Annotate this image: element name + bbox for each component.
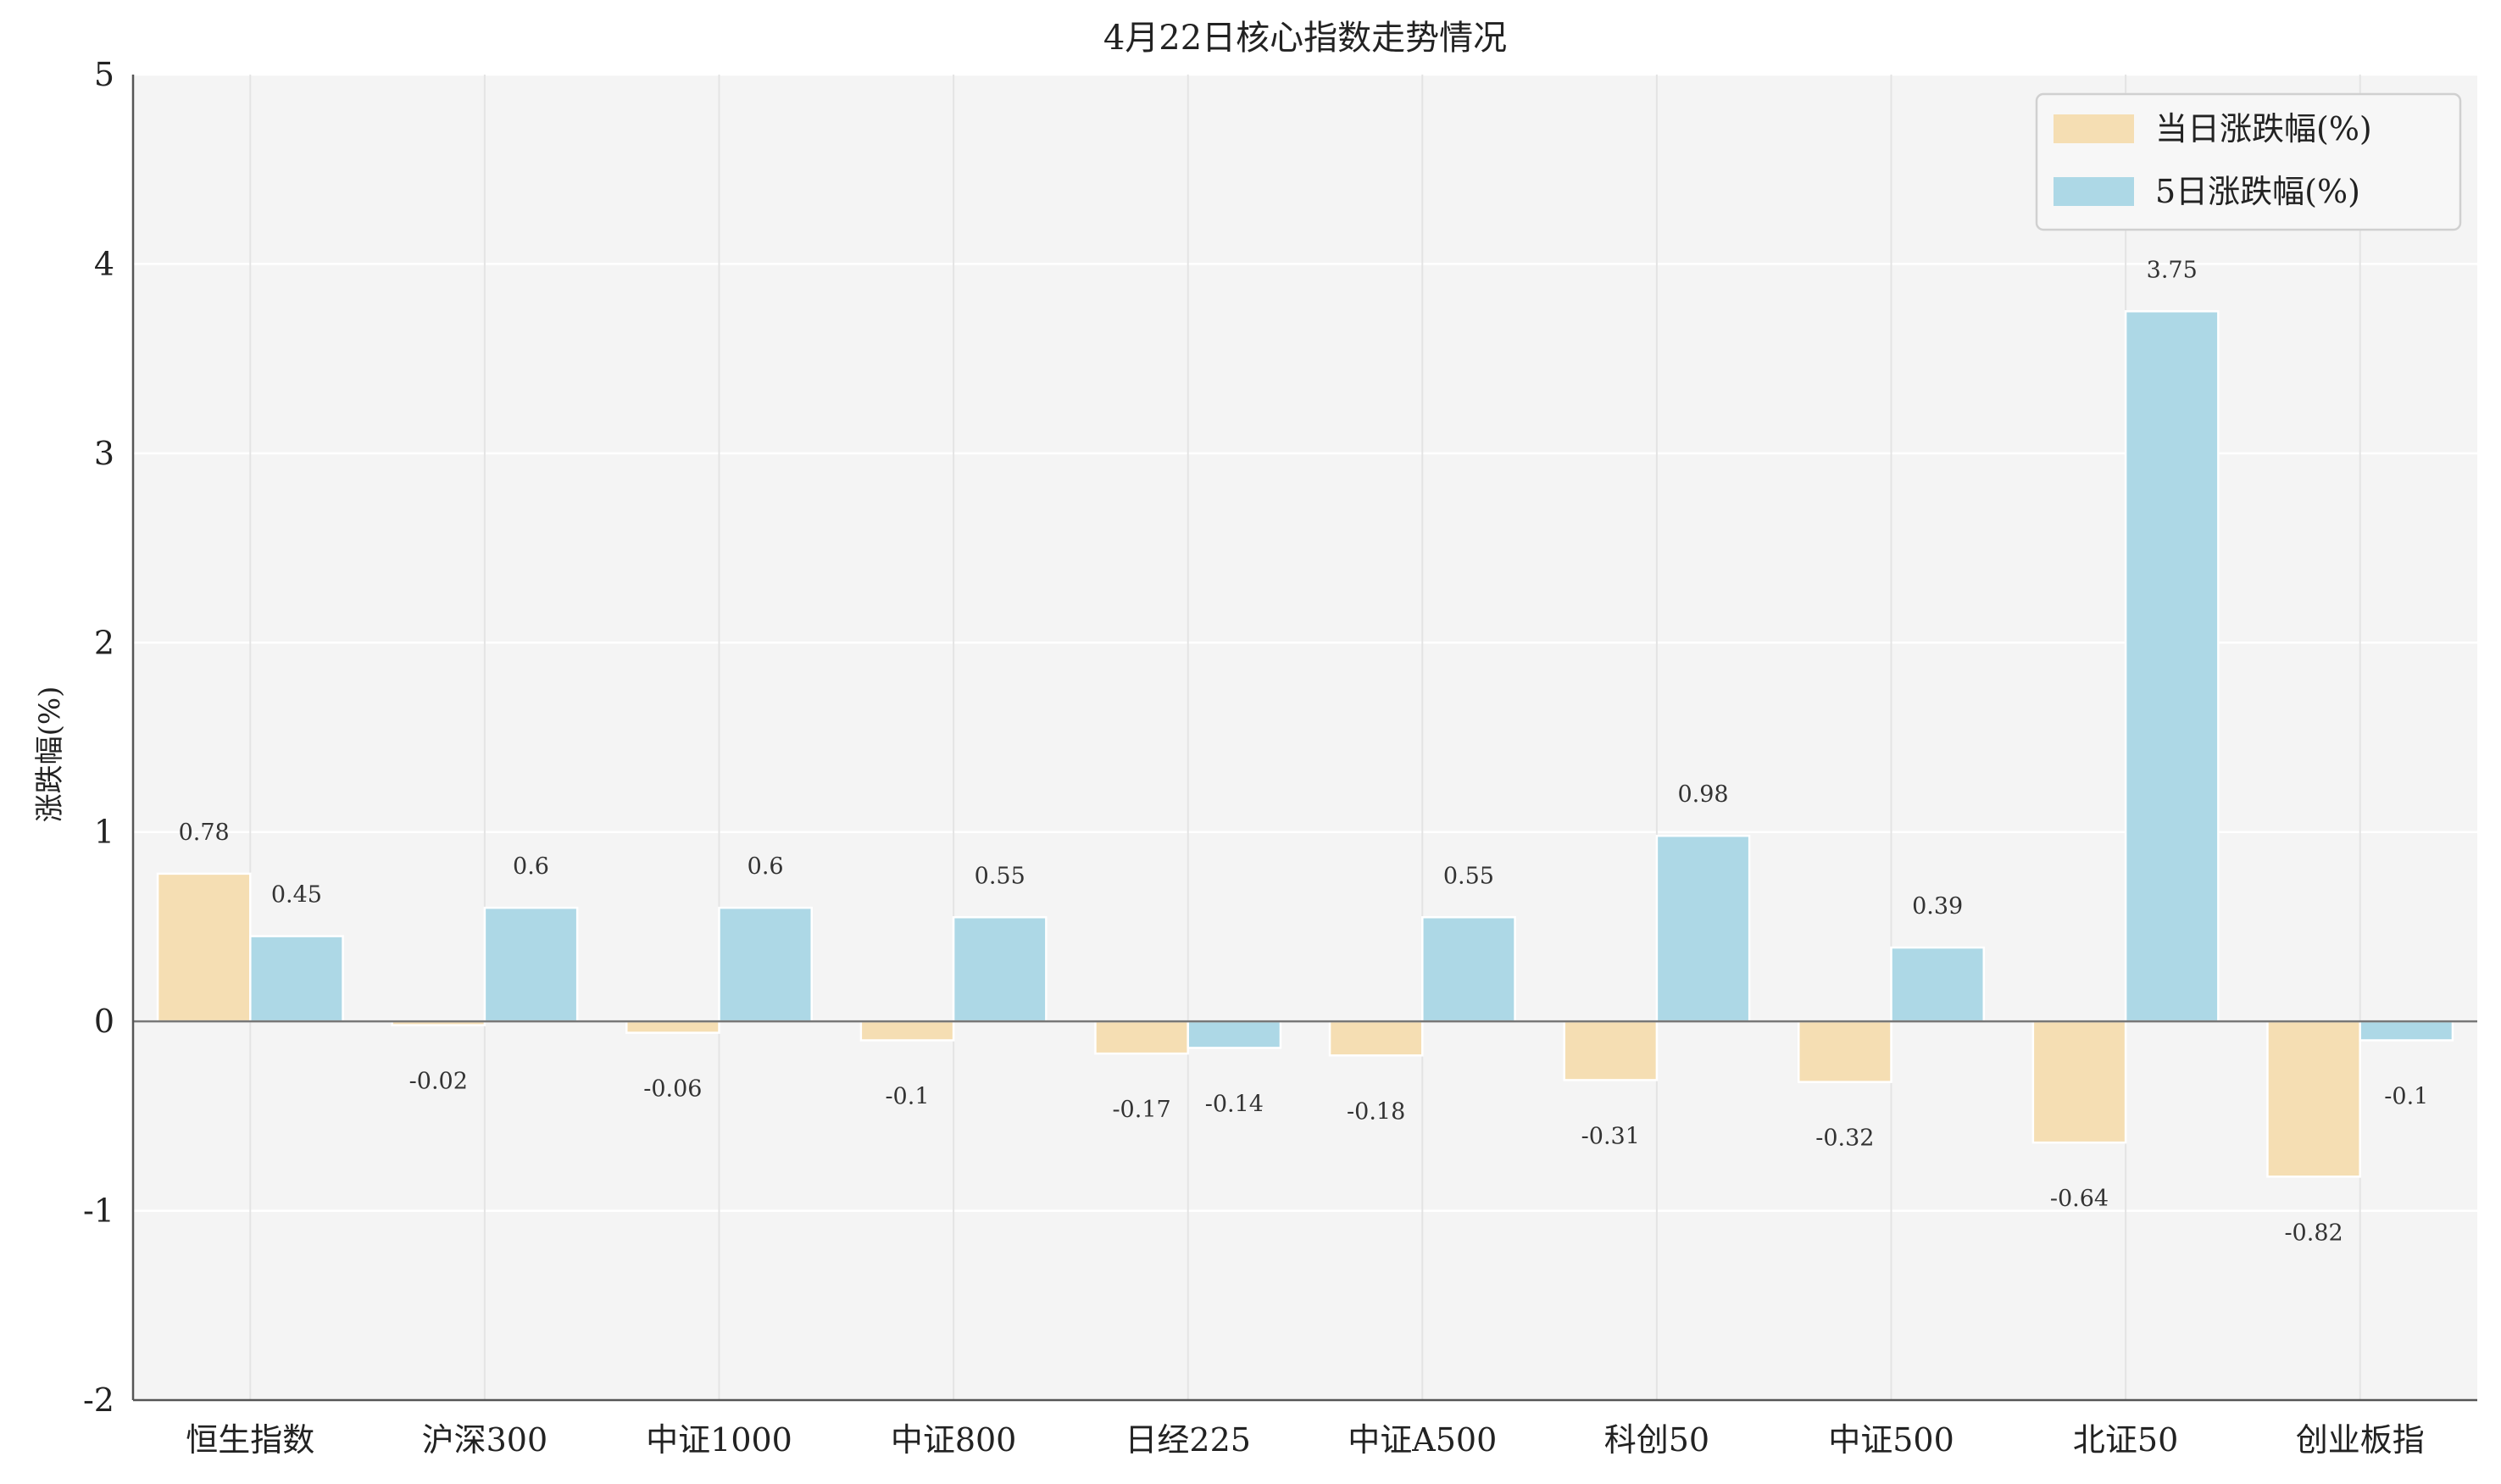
y-tick-label: 1 xyxy=(94,814,114,851)
data-label: -0.06 xyxy=(643,1076,702,1103)
data-label: -0.18 xyxy=(1347,1098,1405,1125)
data-label: -0.1 xyxy=(885,1083,929,1109)
x-tick-label: 日经225 xyxy=(1125,1421,1251,1459)
data-label: 0.78 xyxy=(179,820,230,846)
bar-daily xyxy=(2031,1020,2127,1144)
y-tick-label: -2 xyxy=(83,1381,114,1419)
y-axis-label: 涨跌幅(%) xyxy=(33,686,67,823)
plot-area xyxy=(133,75,2477,1400)
data-label: 0.98 xyxy=(1677,781,1728,808)
y-tick-label: 5 xyxy=(94,56,114,93)
legend-label: 5日涨跌幅(%) xyxy=(2155,173,2360,210)
data-label: -0.82 xyxy=(2284,1220,2343,1246)
x-tick-label: 创业板指 xyxy=(2296,1421,2425,1459)
data-label: -0.17 xyxy=(1112,1097,1170,1123)
data-label: -0.1 xyxy=(2384,1083,2428,1109)
axes xyxy=(131,75,2477,1402)
bar-daily xyxy=(625,1020,720,1034)
bar-daily xyxy=(1563,1020,1659,1081)
bar-five-day xyxy=(1655,834,1751,1023)
data-label: -0.32 xyxy=(1815,1126,1874,1152)
x-tick-label: 北证50 xyxy=(2073,1421,2178,1459)
x-tick-label: 中证800 xyxy=(891,1421,1017,1459)
bar-daily xyxy=(1797,1020,1892,1083)
data-label: -0.64 xyxy=(2050,1186,2109,1212)
y-tick-label: -1 xyxy=(83,1192,114,1230)
chart-title: 4月22日核心指数走势情况 xyxy=(1103,19,1507,58)
x-tick-label: 科创50 xyxy=(1604,1421,1709,1459)
y-tick-label: 3 xyxy=(94,435,114,472)
data-label: -0.31 xyxy=(1581,1123,1640,1149)
bar-daily xyxy=(156,872,252,1023)
data-label: 0.6 xyxy=(513,853,549,880)
legend-label: 当日涨跌幅(%) xyxy=(2155,110,2372,147)
legend-swatch xyxy=(2054,114,2134,143)
data-label: 0.55 xyxy=(975,863,1025,889)
data-label: -0.14 xyxy=(1205,1091,1264,1117)
data-label: 0.55 xyxy=(1443,863,1494,889)
data-label: 0.39 xyxy=(1912,893,1963,920)
y-tick-label: 0 xyxy=(94,1003,114,1040)
bar-five-day xyxy=(249,935,344,1023)
bar-five-day xyxy=(2124,310,2220,1023)
legend-box xyxy=(2035,92,2462,231)
x-tick-label: 中证A500 xyxy=(1348,1421,1497,1459)
bar-five-day xyxy=(952,916,1048,1023)
bar-daily xyxy=(2266,1020,2361,1178)
bar-daily xyxy=(859,1020,955,1042)
y-tick-label: 2 xyxy=(94,624,114,661)
bar-daily xyxy=(1328,1020,1424,1057)
bar-five-day xyxy=(1890,946,1986,1023)
bar-five-day xyxy=(718,906,814,1023)
x-tick-label: 沪深300 xyxy=(422,1421,548,1459)
legend: 当日涨跌幅(%) 5日涨跌幅(%) xyxy=(2035,92,2462,231)
x-tick-label: 恒生指数 xyxy=(186,1421,314,1459)
bars xyxy=(156,310,2454,1178)
bar-five-day xyxy=(1421,916,1516,1023)
data-label: 3.75 xyxy=(2147,257,2198,283)
bar-daily xyxy=(1094,1020,1189,1055)
data-label: 0.6 xyxy=(748,853,784,880)
data-labels: 0.78 -0.02 -0.06 -0.1 -0.17 -0.18 -0.31 -0.32 -0… xyxy=(179,257,2429,1246)
x-tick-label: 中证500 xyxy=(1828,1421,1954,1459)
y-tick-label: 4 xyxy=(94,245,114,282)
x-tick-label: 中证1000 xyxy=(646,1421,792,1459)
data-label: 0.45 xyxy=(271,882,322,909)
legend-swatch xyxy=(2054,177,2134,206)
tick-labels: -2 -1 0 1 2 3 4 5 恒生指数 沪深300 中证1000 中证800 日经225 中证A50… xyxy=(83,56,2425,1459)
data-label: -0.02 xyxy=(409,1069,468,1095)
bar-five-day xyxy=(2359,1020,2454,1042)
bar-five-day xyxy=(1187,1020,1282,1049)
bar-five-day xyxy=(483,906,579,1023)
